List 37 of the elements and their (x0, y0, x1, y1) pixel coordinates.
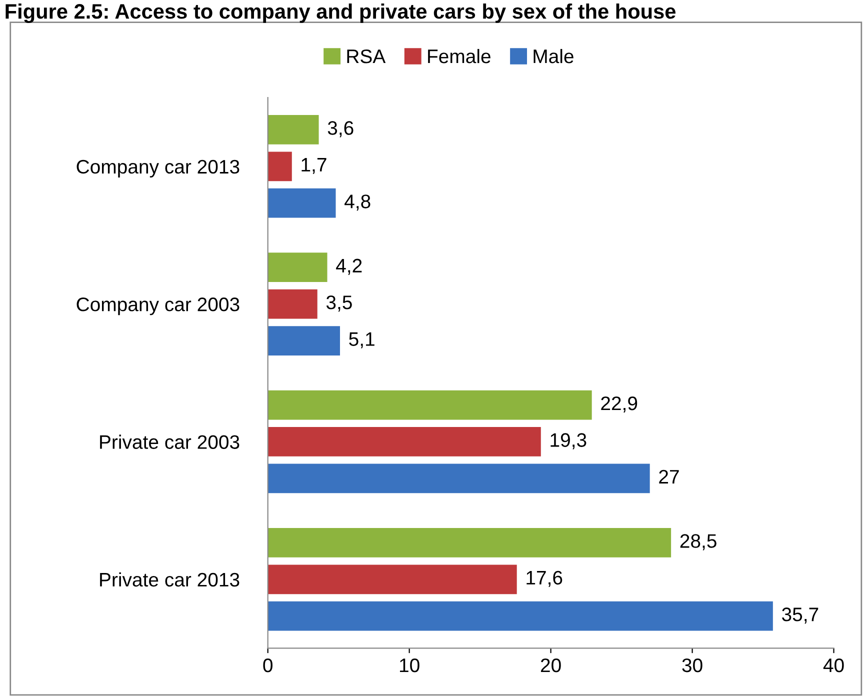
data-label: 5,1 (349, 332, 374, 348)
bar (268, 289, 318, 319)
bar (268, 252, 328, 282)
y-tick-label: Company car 2003 (76, 298, 240, 316)
data-label: 19,3 (550, 433, 586, 450)
data-label: 1,7 (302, 158, 326, 174)
chart-title: Figure 2.5: Access to company and private cars by sex of the house (6, 3, 676, 23)
data-label: 22,9 (601, 396, 638, 413)
data-label: 27 (659, 470, 679, 484)
y-tick-label: Company car 2013 (76, 160, 240, 178)
x-tick-label: 40 (823, 658, 844, 672)
data-label: 3,6 (328, 121, 354, 138)
x-tick-label: 30 (682, 658, 702, 672)
data-label: 4,2 (336, 258, 362, 275)
y-tick-label: Private car 2013 (100, 572, 240, 587)
data-label: 35,7 (782, 608, 818, 624)
legend-label: Female (428, 48, 490, 64)
data-label: 17,6 (526, 570, 562, 587)
bar (268, 528, 672, 558)
bar (268, 464, 650, 494)
x-tick-label: 20 (540, 658, 561, 672)
bar (268, 188, 336, 218)
bar (268, 601, 773, 631)
y-tick-label: Private car 2003 (100, 434, 240, 449)
bar (268, 564, 517, 594)
bar (268, 326, 340, 356)
legend-label: RSA (347, 49, 386, 64)
bar (268, 152, 292, 182)
bar (268, 427, 541, 456)
data-label: 3,5 (326, 296, 352, 312)
x-tick-label: 10 (400, 658, 420, 672)
data-label: 4,8 (344, 194, 370, 211)
bar (268, 390, 592, 420)
x-tick-label: 0 (263, 658, 272, 672)
legend-label: Male (534, 48, 574, 64)
bar (268, 115, 319, 144)
data-label: 28,5 (680, 534, 716, 550)
